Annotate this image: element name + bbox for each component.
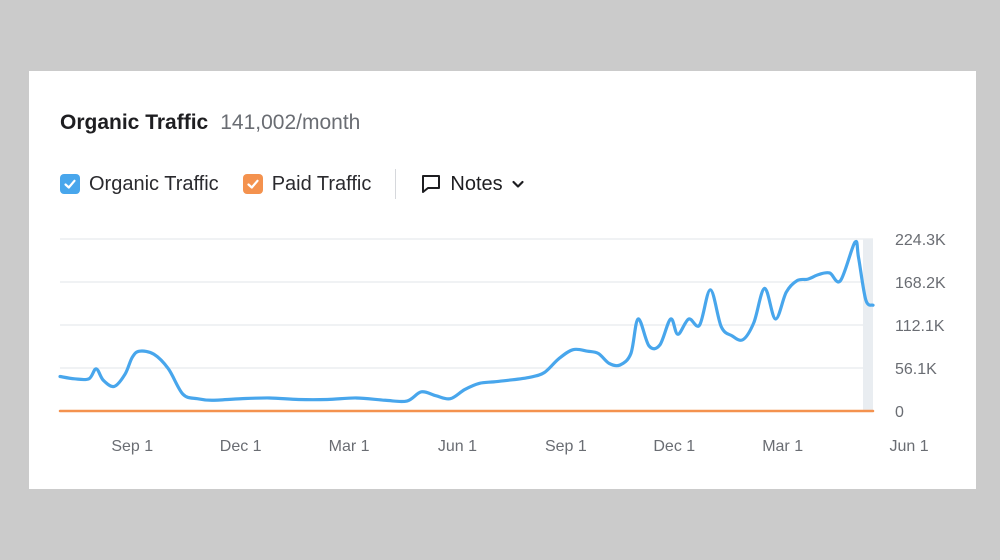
comment-icon (422, 175, 441, 193)
title-row: Organic Traffic 141,002/month (60, 111, 360, 135)
x-tick-label: Sep 1 (545, 438, 587, 455)
x-tick-label: Dec 1 (220, 438, 262, 455)
y-tick-label: 112.1K (895, 318, 945, 335)
chart-title: Organic Traffic (60, 111, 209, 134)
legend-item-organic[interactable]: Organic Traffic (60, 173, 219, 196)
legend-divider (395, 169, 397, 199)
x-tick-label: Dec 1 (653, 438, 695, 455)
legend-item-paid[interactable]: Paid Traffic (242, 172, 372, 196)
legend: Organic Traffic Paid Traffic Notes (60, 169, 525, 199)
monthly-traffic-value: 141,002/month (220, 111, 361, 134)
series-line-organic-traffic[interactable] (58, 239, 875, 404)
notes-label: Notes (450, 172, 503, 195)
legend-label-organic: Organic Traffic (89, 172, 219, 195)
check-icon (64, 179, 76, 189)
x-tick-label: Mar 1 (762, 438, 803, 455)
y-tick-label: 224.3K (895, 232, 946, 249)
y-tick-label: 0 (895, 404, 904, 421)
y-tick-label: 56.1K (895, 361, 937, 378)
x-tick-label: Mar 1 (329, 438, 370, 455)
y-tick-label: 168.2K (895, 275, 946, 292)
notes-dropdown[interactable]: Notes (420, 173, 524, 196)
current-period-highlight (863, 239, 873, 411)
traffic-card: Organic Traffic 141,002/month Organic Tr… (29, 71, 976, 489)
check-icon (247, 179, 259, 189)
x-tick-label: Jun 1 (438, 438, 477, 455)
traffic-chart: 0 56.1K 112.1K 168.2K 224.3K Sep 1 Dec 1 Mar 1… (58, 232, 946, 455)
x-tick-label: Sep 1 (111, 438, 153, 455)
paid-checkbox[interactable] (242, 174, 263, 194)
x-tick-label: Jun 1 (889, 438, 928, 455)
organic-checkbox[interactable] (60, 174, 80, 194)
legend-label-paid: Paid Traffic (271, 172, 372, 195)
chevron-down-icon (512, 180, 524, 188)
